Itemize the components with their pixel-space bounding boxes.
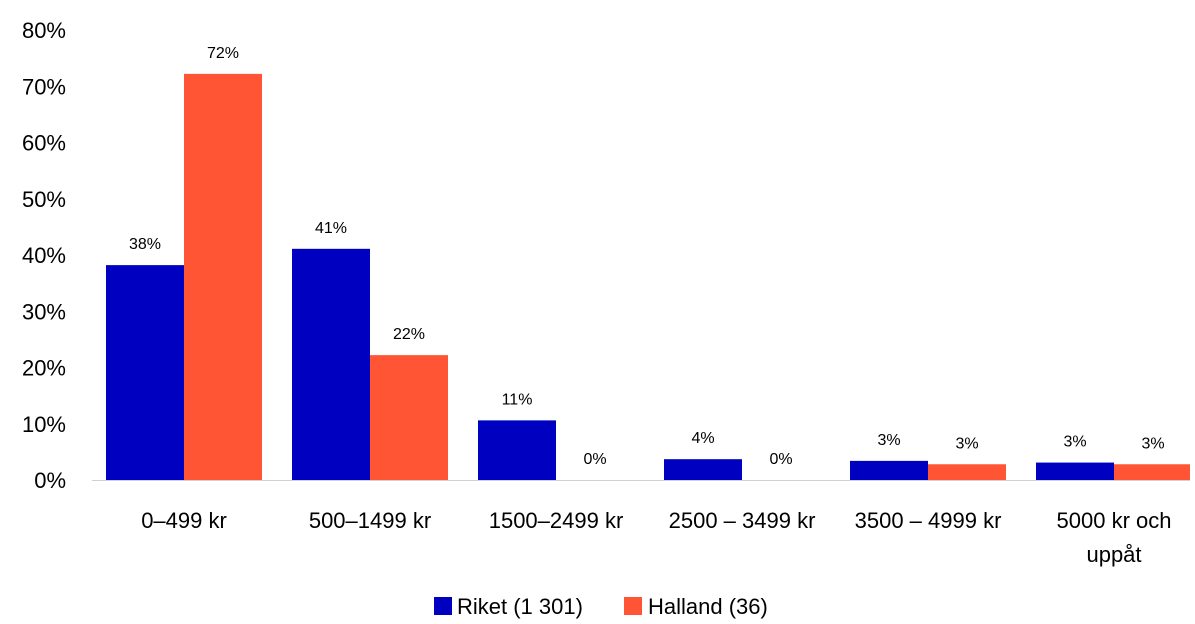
data-label: 3% xyxy=(1141,435,1164,452)
x-tick-label: uppåt xyxy=(1086,542,1141,567)
legend-swatch-halland xyxy=(624,597,642,615)
legend: Riket (1 301) Halland (36) xyxy=(434,594,768,619)
legend-swatch-riket xyxy=(434,597,452,615)
bar-halland-5 xyxy=(1114,464,1190,480)
bar-riket-4 xyxy=(850,460,928,480)
y-tick-label: 0% xyxy=(34,468,66,493)
data-labels: 38% 41% 11% 4% 3% 3% 72% 22% 0% 0% 3% 3% xyxy=(129,45,1165,468)
bar-riket-1 xyxy=(292,248,370,480)
y-tick-label: 80% xyxy=(22,18,66,43)
y-tick-label: 60% xyxy=(22,131,66,156)
data-label: 38% xyxy=(129,236,161,253)
data-label: 72% xyxy=(207,45,239,62)
x-axis: 0–499 kr 500–1499 kr 1500–2499 kr 2500 – 34… xyxy=(92,480,1190,567)
x-tick-label: 5000 kr och xyxy=(1057,508,1172,533)
y-tick-label: 20% xyxy=(22,356,66,381)
data-label: 0% xyxy=(769,451,792,468)
data-label: 0% xyxy=(583,451,606,468)
bars xyxy=(106,73,1190,480)
legend-label-riket: Riket (1 301) xyxy=(457,594,583,619)
x-tick-label: 3500 – 4999 kr xyxy=(855,508,1002,533)
x-tick-label: 0–499 kr xyxy=(141,508,227,533)
x-tick-label: 2500 – 3499 kr xyxy=(669,508,816,533)
bar-riket-0 xyxy=(106,265,184,480)
data-label: 22% xyxy=(393,326,425,343)
legend-label-halland: Halland (36) xyxy=(648,594,768,619)
bar-riket-5 xyxy=(1036,462,1114,480)
bar-halland-1 xyxy=(370,355,448,480)
data-label: 11% xyxy=(502,391,533,408)
x-tick-label: 1500–2499 kr xyxy=(489,508,624,533)
y-tick-label: 50% xyxy=(22,187,66,212)
y-tick-label: 40% xyxy=(22,243,66,268)
y-tick-label: 10% xyxy=(22,412,66,437)
x-tick-label: 500–1499 kr xyxy=(309,508,431,533)
y-axis: 0% 10% 20% 30% 40% 50% 60% 70% 80% xyxy=(22,18,66,493)
data-label: 41% xyxy=(315,220,347,237)
data-label: 3% xyxy=(877,432,900,449)
y-tick-label: 70% xyxy=(22,74,66,99)
bar-halland-0 xyxy=(184,73,262,480)
bar-riket-3 xyxy=(664,459,742,480)
data-label: 3% xyxy=(1063,434,1086,451)
bar-riket-2 xyxy=(478,420,556,480)
y-tick-label: 30% xyxy=(22,299,66,324)
bar-halland-4 xyxy=(928,464,1006,480)
data-label: 4% xyxy=(691,430,714,447)
data-label: 3% xyxy=(955,435,978,452)
